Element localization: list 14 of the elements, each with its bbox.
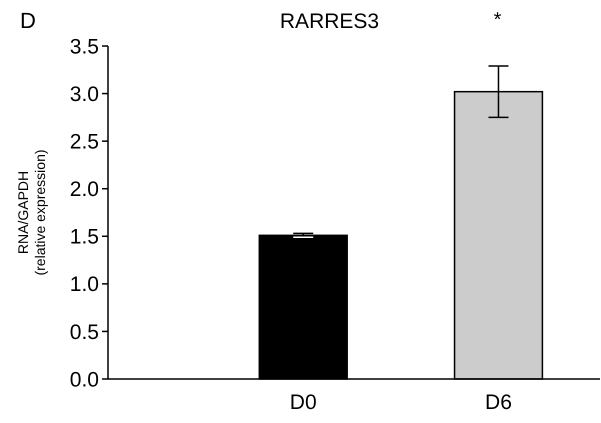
chart-title: RARRES3 <box>280 10 380 33</box>
x-tick-label: D0 <box>290 391 317 414</box>
y-tick-label: 3.0 <box>70 82 99 106</box>
y-tick-label: 2.5 <box>70 130 99 154</box>
y-tick-label: 2.0 <box>70 178 99 202</box>
x-tick-label: D6 <box>485 391 512 414</box>
y-tick-label: 1.0 <box>70 273 99 296</box>
text: * <box>494 9 502 31</box>
y-axis-title: RNA/GAPDH (relative expression) <box>15 149 48 276</box>
text: D <box>20 8 36 33</box>
y-tick-label: 0.0 <box>70 368 99 392</box>
y-tick-label: 0.5 <box>70 320 99 344</box>
y-tick-label: 1.5 <box>70 226 99 249</box>
y-tick-label: 3.5 <box>70 35 99 58</box>
